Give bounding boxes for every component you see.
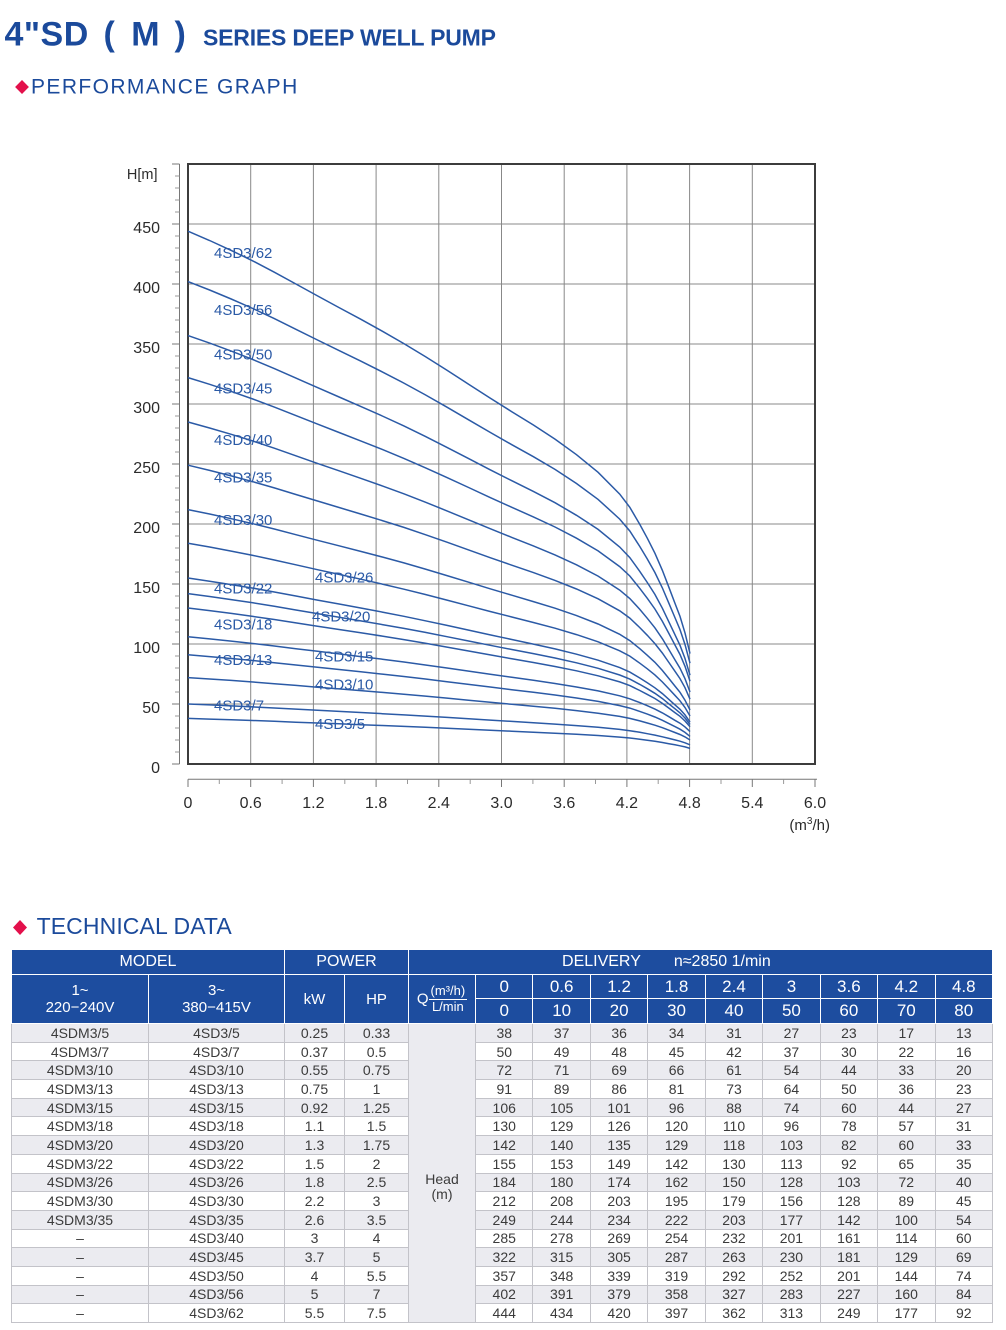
svg-text:): ) (175, 15, 186, 53)
svg-text:4SD3/40: 4SD3/40 (214, 432, 272, 449)
svg-text:4SD3/10: 4SD3/10 (315, 677, 373, 694)
svg-text:H[m]: H[m] (127, 167, 158, 183)
svg-text:4.2: 4.2 (616, 795, 638, 812)
svg-text:4.8: 4.8 (678, 795, 700, 812)
svg-text:150: 150 (133, 580, 160, 597)
svg-text:4SD3/30: 4SD3/30 (214, 512, 272, 529)
svg-text:4SD3/18: 4SD3/18 (214, 617, 272, 634)
svg-text:3.6: 3.6 (553, 795, 575, 812)
svg-text:4SD3/20: 4SD3/20 (312, 609, 370, 626)
svg-text:4"SD: 4"SD (5, 15, 89, 53)
svg-text:350: 350 (133, 340, 160, 357)
svg-text:200: 200 (133, 520, 160, 537)
svg-text:PERFORMANCE GRAPH: PERFORMANCE GRAPH (31, 76, 299, 99)
svg-text:1.2: 1.2 (302, 795, 324, 812)
svg-text:(: ( (104, 15, 116, 53)
svg-text:1.8: 1.8 (365, 795, 387, 812)
svg-text:100: 100 (133, 640, 160, 657)
svg-text:300: 300 (133, 400, 160, 417)
svg-text:5.4: 5.4 (741, 795, 763, 812)
svg-text:4SD3/50: 4SD3/50 (214, 347, 272, 364)
svg-text:250: 250 (133, 460, 160, 477)
svg-text:400: 400 (133, 280, 160, 297)
svg-text:4SD3/13: 4SD3/13 (214, 652, 272, 669)
svg-text:2.4: 2.4 (428, 795, 450, 812)
svg-text:4SD3/15: 4SD3/15 (315, 649, 373, 666)
svg-text:M: M (131, 15, 159, 53)
svg-text:0: 0 (151, 760, 160, 777)
svg-text:3.0: 3.0 (490, 795, 512, 812)
svg-text:SERIES DEEP WELL PUMP: SERIES DEEP WELL PUMP (203, 24, 496, 50)
svg-text:4SD3/45: 4SD3/45 (214, 381, 272, 398)
svg-text:6.0: 6.0 (804, 795, 826, 812)
svg-text:4SD3/62: 4SD3/62 (214, 245, 272, 262)
svg-text:4SD3/5: 4SD3/5 (315, 716, 365, 733)
svg-text:450: 450 (133, 220, 160, 237)
svg-text:50: 50 (142, 700, 160, 717)
svg-text:4SD3/56: 4SD3/56 (214, 302, 272, 319)
svg-text:4SD3/26: 4SD3/26 (315, 570, 373, 587)
svg-text:0.6: 0.6 (240, 795, 262, 812)
svg-text:4SD3/7: 4SD3/7 (214, 698, 264, 715)
svg-text:4SD3/22: 4SD3/22 (214, 581, 272, 598)
svg-text:0: 0 (184, 795, 193, 812)
svg-text:4SD3/35: 4SD3/35 (214, 470, 272, 487)
svg-text:(m3/h): (m3/h) (789, 816, 830, 834)
